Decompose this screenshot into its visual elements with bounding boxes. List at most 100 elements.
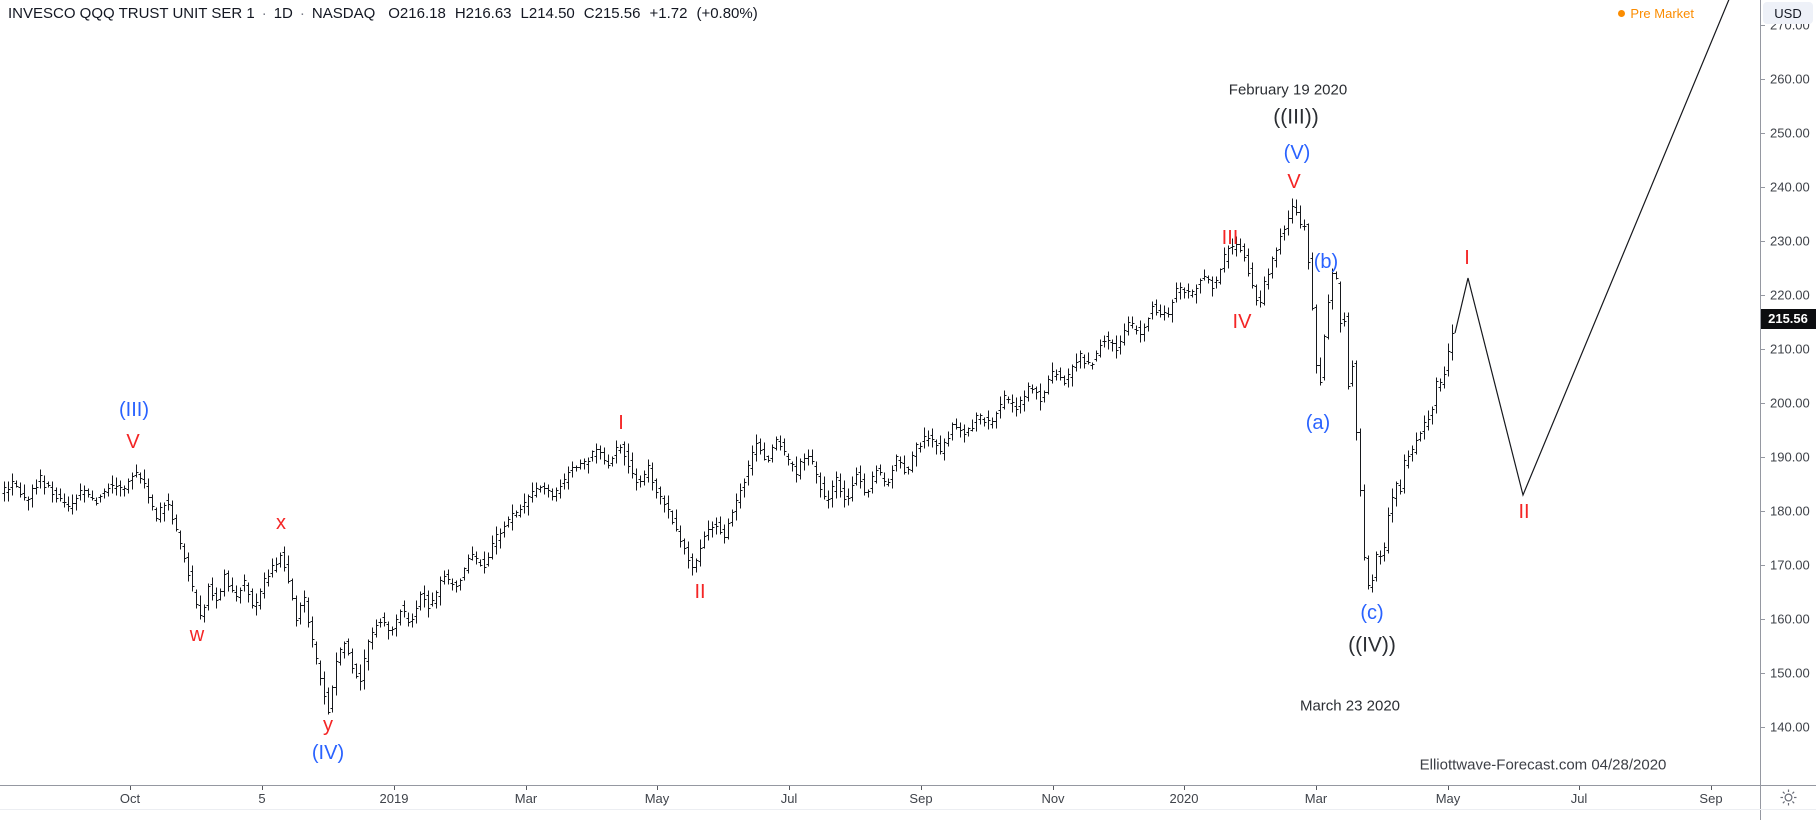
- time-axis-tick: [1579, 785, 1580, 790]
- elliott-wave-label: II: [1518, 501, 1530, 523]
- price-axis-label: 150.00: [1770, 665, 1810, 681]
- price-axis-label: 160.00: [1770, 611, 1810, 627]
- time-axis-tick: [262, 785, 263, 790]
- time-axis-border: [0, 785, 1816, 786]
- time-axis-tick: [1053, 785, 1054, 790]
- price-axis-tick: [1760, 457, 1765, 458]
- price-axis-tick: [1760, 403, 1765, 404]
- ohlc-open: O216.18: [388, 5, 446, 22]
- price-axis-tick: [1760, 133, 1765, 134]
- time-axis-label: Jul: [1570, 791, 1588, 806]
- price-axis-label: 210.00: [1770, 341, 1810, 357]
- interval-label[interactable]: 1D: [273, 5, 293, 22]
- forecast-credit-text: Elliottwave-Forecast.com 04/28/2020: [1419, 756, 1667, 774]
- price-axis-label: 180.00: [1770, 503, 1810, 519]
- symbol-title: INVESCO QQQ TRUST UNIT SER 1: [8, 5, 255, 22]
- time-axis-tick: [1316, 785, 1317, 790]
- time-axis-tick: [657, 785, 658, 790]
- price-axis[interactable]: USD 215.56 270.00 260.00 250.00 240.00 230.0…: [1760, 0, 1816, 785]
- elliott-wave-label: II: [694, 581, 706, 603]
- price-axis-label: 250.00: [1770, 125, 1810, 141]
- price-axis-label: 140.00: [1770, 719, 1810, 735]
- time-axis-tick: [1711, 785, 1712, 790]
- elliott-wave-label: I: [1464, 247, 1470, 269]
- time-axis-label: 2020: [1169, 791, 1199, 806]
- time-axis-label: 5: [258, 791, 266, 806]
- time-axis-label: Sep: [909, 791, 933, 806]
- price-axis-tick: [1760, 295, 1765, 296]
- premarket-dot-icon: [1618, 10, 1626, 17]
- elliott-wave-label: ((III)): [1273, 105, 1319, 129]
- time-axis-label: May: [644, 791, 670, 806]
- session-status: Pre Market: [1618, 6, 1694, 21]
- price-axis-tick: [1760, 349, 1765, 350]
- ohlc-close: C215.56: [583, 5, 641, 22]
- price-axis-tick: [1760, 565, 1765, 566]
- time-axis-tick: [1448, 785, 1449, 790]
- time-axis-label: Mar: [514, 791, 538, 806]
- price-axis-label: 240.00: [1770, 179, 1810, 195]
- price-axis-label: 220.00: [1770, 287, 1810, 303]
- time-axis-tick: [921, 785, 922, 790]
- ohlc-high: H216.63: [454, 5, 512, 22]
- price-axis-label: 190.00: [1770, 449, 1810, 465]
- time-axis-tick: [394, 785, 395, 790]
- legend-separator: ·: [299, 5, 305, 22]
- price-axis-label: 170.00: [1770, 557, 1810, 573]
- elliott-wave-label: w: [189, 624, 205, 646]
- price-axis-tick: [1760, 511, 1765, 512]
- forecast-projection-line: [1454, 0, 1730, 497]
- legend-separator: ·: [261, 5, 267, 22]
- gear-icon[interactable]: [1780, 789, 1797, 806]
- elliott-wave-label: (c): [1360, 602, 1384, 624]
- currency-chip[interactable]: USD: [1763, 2, 1813, 24]
- elliott-wave-label: V: [126, 431, 140, 453]
- elliott-wave-label: I: [618, 412, 624, 434]
- elliott-wave-label: IV: [1232, 311, 1252, 333]
- time-axis-label: Sep: [1699, 791, 1723, 806]
- time-axis-label: Mar: [1304, 791, 1328, 806]
- elliott-wave-label: V: [1287, 171, 1301, 193]
- price-chart-canvas[interactable]: [0, 0, 1760, 785]
- price-axis-label: 200.00: [1770, 395, 1810, 411]
- time-axis-label: May: [1435, 791, 1461, 806]
- elliott-wave-label: III: [1221, 227, 1239, 249]
- time-axis-label: Jul: [780, 791, 798, 806]
- elliott-wave-label: (a): [1305, 412, 1331, 434]
- price-axis-label: 260.00: [1770, 71, 1810, 87]
- ohlc-bars: [2, 198, 1455, 715]
- price-axis-label: 230.00: [1770, 233, 1810, 249]
- price-axis-tick: [1760, 727, 1765, 728]
- price-axis-tick: [1760, 673, 1765, 674]
- axis-settings-corner[interactable]: [1761, 786, 1816, 809]
- price-axis-tick: [1760, 25, 1765, 26]
- session-status-label: Pre Market: [1630, 6, 1694, 21]
- price-change: +1.72: [649, 5, 688, 22]
- elliott-wave-label: x: [276, 512, 286, 534]
- elliott-wave-label: (b): [1313, 251, 1339, 273]
- time-axis-label: Nov: [1041, 791, 1065, 806]
- time-axis-label: 2019: [379, 791, 409, 806]
- time-axis-label: Oct: [119, 791, 141, 806]
- elliott-wave-label: (IV): [311, 742, 345, 764]
- elliott-wave-label: (III): [119, 399, 149, 421]
- date-annotation: March 23 2020: [1299, 697, 1401, 715]
- price-axis-tick: [1760, 79, 1765, 80]
- symbol-legend[interactable]: INVESCO QQQ TRUST UNIT SER 1 · 1D · NASD…: [8, 5, 758, 22]
- elliott-wave-label: y: [323, 714, 333, 736]
- ohlc-low: L214.50: [520, 5, 575, 22]
- chart-plot-area[interactable]: INVESCO QQQ TRUST UNIT SER 1 · 1D · NASD…: [0, 0, 1760, 785]
- price-axis-border: [1760, 0, 1761, 820]
- bottom-edge-line: [0, 809, 1816, 810]
- time-axis-tick: [1184, 785, 1185, 790]
- price-change-percent: (+0.80%): [696, 5, 758, 22]
- time-axis-tick: [526, 785, 527, 790]
- date-annotation: February 19 2020: [1228, 81, 1348, 99]
- last-price-label: 215.56: [1760, 308, 1816, 329]
- elliott-wave-label: ((IV)): [1348, 633, 1396, 657]
- price-axis-tick: [1760, 619, 1765, 620]
- time-axis[interactable]: Oct 5 2019 Mar May Jul Sep Nov 2020 Mar May Jul Sep: [0, 785, 1760, 809]
- price-axis-tick: [1760, 187, 1765, 188]
- price-axis-tick: [1760, 241, 1765, 242]
